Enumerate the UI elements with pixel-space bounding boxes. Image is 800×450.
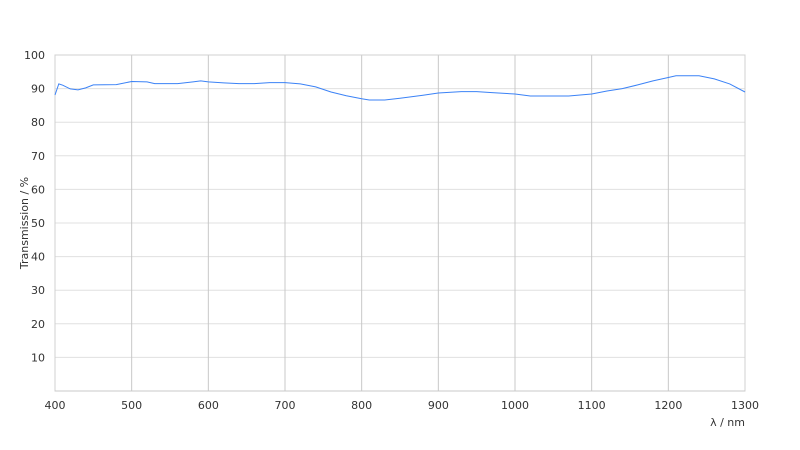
y-tick-label: 30 <box>31 284 45 297</box>
y-tick-label: 100 <box>24 49 45 62</box>
y-tick-label: 60 <box>31 183 45 196</box>
x-tick-label: 500 <box>121 399 142 412</box>
x-tick-label: 1200 <box>654 399 682 412</box>
x-tick-label: 900 <box>428 399 449 412</box>
x-tick-label: 1300 <box>731 399 759 412</box>
y-tick-label: 50 <box>31 217 45 230</box>
y-tick-label: 20 <box>31 318 45 331</box>
y-axis-label: Transmission / % <box>18 177 31 270</box>
x-tick-label: 1000 <box>501 399 529 412</box>
x-axis-label: λ / nm <box>710 416 745 429</box>
y-tick-label: 70 <box>31 150 45 163</box>
tick-labels: 10 20 30 40 50 60 70 80 90 100 400 500 600 700 800 900 1… <box>24 49 759 412</box>
x-tick-label: 400 <box>45 399 66 412</box>
y-tick-label: 40 <box>31 251 45 264</box>
x-tick-label: 1100 <box>578 399 606 412</box>
grid <box>54 54 746 392</box>
x-tick-label: 700 <box>275 399 296 412</box>
x-tick-label: 800 <box>351 399 372 412</box>
y-tick-label: 10 <box>31 351 45 364</box>
y-tick-label: 80 <box>31 116 45 129</box>
series-line <box>54 75 746 101</box>
x-tick-label: 600 <box>198 399 219 412</box>
y-tick-label: 90 <box>31 83 45 96</box>
